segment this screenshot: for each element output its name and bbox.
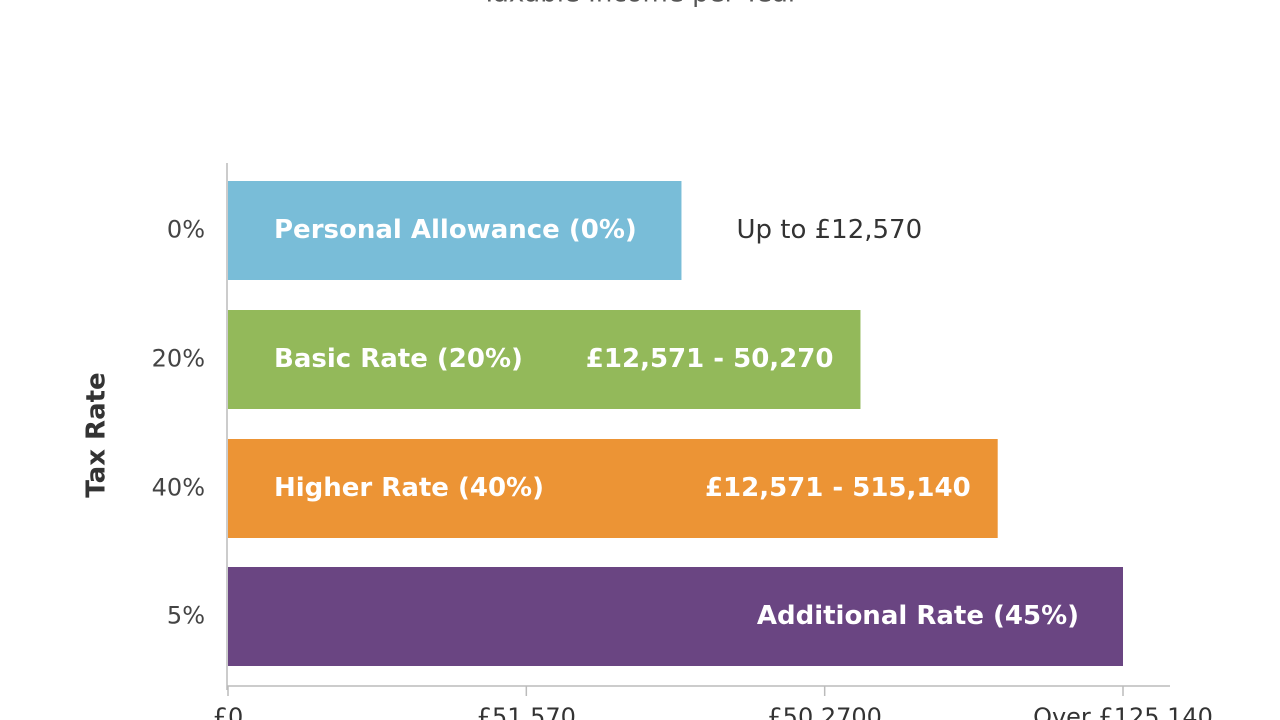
bar (228, 310, 861, 409)
range-label: Up to £12,570 (736, 215, 922, 245)
bar-label: Personal Allowance (0%) (274, 215, 637, 245)
range-label: £12,571 - 50,270 (586, 344, 834, 374)
x-tick-label: £50,2700 (767, 703, 882, 720)
bar (228, 181, 682, 280)
x-tick-label: Over £125,140 (1033, 703, 1213, 720)
y-tick-label: 20% (152, 345, 205, 373)
bar (228, 439, 998, 538)
y-tick-label: 0% (167, 216, 205, 244)
bar (228, 567, 1123, 666)
bar-label: Basic Rate (20%) (274, 344, 523, 374)
y-tick-label: 5% (167, 602, 205, 630)
bar-label: Higher Rate (40%) (274, 473, 544, 503)
y-axis-label: Tax Rate (82, 372, 112, 497)
range-label: £12,571 - 515,140 (705, 473, 971, 503)
y-tick-label: 40% (152, 474, 205, 502)
x-tick-label: £0 (213, 703, 244, 720)
bar-label: Additional Rate (45%) (757, 601, 1079, 631)
chart-title: Taxable Income per Year (480, 0, 799, 9)
x-tick-label: £51,570 (477, 703, 576, 720)
